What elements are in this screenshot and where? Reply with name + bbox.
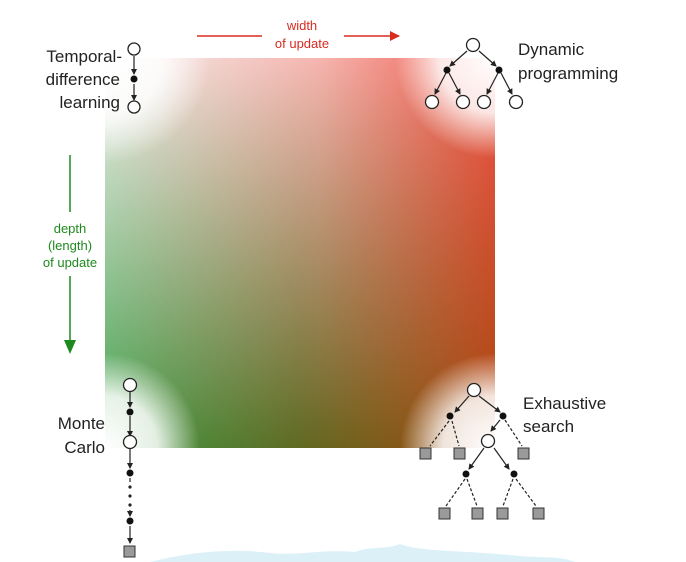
depth-axis-label-2: (length) bbox=[48, 238, 92, 253]
bottom-wave-decoration bbox=[150, 544, 575, 562]
es-label-2: search bbox=[523, 417, 574, 436]
dp-corner-label: Dynamic programming bbox=[518, 40, 618, 83]
es-corner-label: Exhaustive search bbox=[523, 394, 606, 436]
corner-glow-es bbox=[400, 353, 590, 543]
td-corner-label: Temporal- difference learning bbox=[46, 47, 122, 112]
mc-label-1: Monte bbox=[58, 414, 105, 433]
dp-backup-icon bbox=[424, 37, 524, 110]
td-label-1: Temporal- bbox=[46, 47, 122, 66]
td-backup-icon bbox=[127, 42, 141, 114]
corner-glow-mc bbox=[10, 353, 200, 543]
es-label-1: Exhaustive bbox=[523, 394, 606, 413]
dp-label-2: programming bbox=[518, 64, 618, 83]
corner-glow-td bbox=[0, 0, 210, 163]
width-axis: width of update bbox=[197, 18, 400, 51]
depth-axis-label-1: depth bbox=[54, 221, 87, 236]
es-backup-icon bbox=[419, 382, 545, 520]
td-label-3: learning bbox=[60, 93, 121, 112]
width-axis-label-1: width bbox=[286, 18, 317, 33]
dp-label-1: Dynamic bbox=[518, 40, 585, 59]
mc-corner-label: Monte Carlo bbox=[58, 414, 105, 457]
mc-backup-icon bbox=[122, 377, 138, 558]
mc-label-2: Carlo bbox=[64, 438, 105, 457]
td-label-2: difference bbox=[46, 70, 120, 89]
depth-axis-label-3: of update bbox=[43, 255, 97, 270]
width-axis-label-2: of update bbox=[275, 36, 329, 51]
depth-axis: depth (length) of update bbox=[43, 155, 97, 354]
